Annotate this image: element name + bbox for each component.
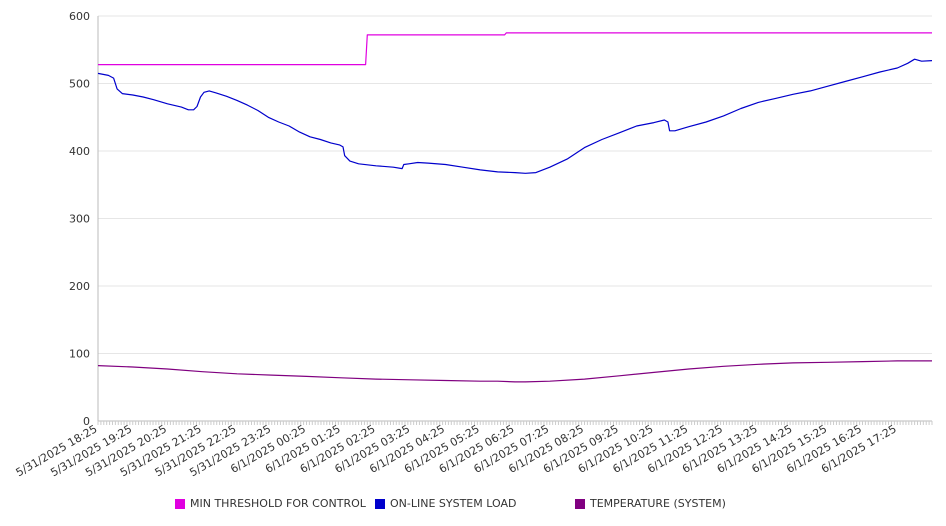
legend-swatch-temperature (575, 498, 585, 509)
x-axis-tick-labels: 5/31/2025 18:255/31/2025 19:255/31/2025 … (14, 422, 899, 479)
y-tick-label-100: 100 (69, 348, 90, 361)
legend-item-online-system-load[interactable]: ON-LINE SYSTEM LOAD (375, 497, 516, 510)
series-lines (97, 32, 933, 383)
y-tick-label-600: 600 (69, 10, 90, 23)
legend-label-online-system-load: ON-LINE SYSTEM LOAD (390, 497, 517, 510)
legend-label-temperature: TEMPERATURE (SYSTEM) (590, 497, 726, 510)
grid-lines (98, 15, 932, 354)
axes (97, 16, 933, 425)
y-tick-label-300: 300 (69, 213, 90, 226)
series-line-2 (97, 360, 932, 383)
legend-swatch-min-threshold (175, 498, 185, 509)
y-tick-label-0: 0 (83, 415, 90, 428)
series-line-0 (98, 32, 932, 66)
y-tick-label-200: 200 (69, 280, 90, 293)
series-line-1 (97, 58, 933, 174)
legend-swatch-online-system-load (375, 498, 385, 509)
legend-label-min-threshold: MIN THRESHOLD FOR CONTROL (190, 497, 366, 510)
y-tick-label-400: 400 (69, 145, 90, 158)
legend-item-min-threshold[interactable]: MIN THRESHOLD FOR CONTROL (175, 497, 366, 510)
y-axis-tick-labels: 0 100 200 300 400 500 600 (69, 10, 90, 428)
legend: MIN THRESHOLD FOR CONTROL ON-LINE SYSTEM… (0, 497, 946, 515)
y-tick-label-500: 500 (69, 78, 90, 91)
legend-item-temperature[interactable]: TEMPERATURE (SYSTEM) (575, 497, 726, 510)
